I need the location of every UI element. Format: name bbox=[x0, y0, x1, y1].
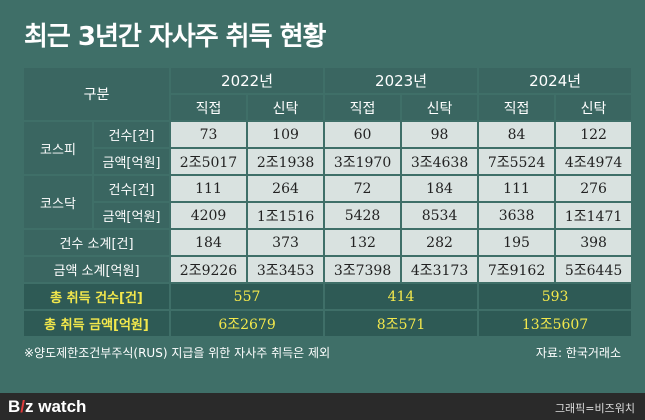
table-cell: 276 bbox=[556, 176, 632, 201]
table-cell: 3조4638 bbox=[402, 149, 478, 174]
table-cell: 111 bbox=[479, 176, 555, 201]
footnote: ※양도제한조건부주식(RUS) 지급을 위한 자사주 취득은 제외 bbox=[24, 346, 331, 360]
table-cell: 98 bbox=[402, 122, 478, 147]
table-cell: 109 bbox=[248, 122, 324, 147]
header-sub: 직접 bbox=[479, 95, 555, 120]
table-cell: 184 bbox=[402, 176, 478, 201]
total-cell: 593 bbox=[479, 284, 632, 309]
header-sub: 신탁 bbox=[402, 95, 478, 120]
header-year-2024: 2024년 bbox=[479, 68, 632, 93]
table-cell: 3638 bbox=[479, 203, 555, 228]
logo-part: z watch bbox=[25, 397, 87, 416]
table-cell: 1조1516 bbox=[248, 203, 324, 228]
total-cell: 8조571 bbox=[325, 311, 478, 336]
table-cell: 72 bbox=[325, 176, 401, 201]
table-cell: 73 bbox=[171, 122, 247, 147]
table-cell: 282 bbox=[402, 230, 478, 255]
table-cell: 1조1471 bbox=[556, 203, 632, 228]
group-label-kospi: 코스피 bbox=[24, 122, 92, 174]
page-title: 최근 3년간 자사주 취득 현황 bbox=[24, 22, 326, 52]
table-cell: 373 bbox=[248, 230, 324, 255]
table-cell: 4209 bbox=[171, 203, 247, 228]
table-cell: 4조3173 bbox=[402, 257, 478, 282]
header-year-2023: 2023년 bbox=[325, 68, 478, 93]
row-label: 건수[건] bbox=[94, 122, 170, 147]
table-cell: 3조3453 bbox=[248, 257, 324, 282]
table-cell: 7조5524 bbox=[479, 149, 555, 174]
table-row: 총 취득 금액[억원] 6조2679 8조571 13조5607 bbox=[24, 311, 632, 336]
table-cell: 84 bbox=[479, 122, 555, 147]
table-cell: 7조9162 bbox=[479, 257, 555, 282]
table-row: 건수 소계[건] 184 373 132 282 195 398 bbox=[24, 230, 632, 255]
table-cell: 132 bbox=[325, 230, 401, 255]
table-cell: 3조1970 bbox=[325, 149, 401, 174]
table-cell: 60 bbox=[325, 122, 401, 147]
table-row: 금액 소계[억원] 2조9226 3조3453 3조7398 4조3173 7조… bbox=[24, 257, 632, 282]
row-label: 건수 소계[건] bbox=[24, 230, 170, 255]
total-cell: 414 bbox=[325, 284, 478, 309]
table-cell: 195 bbox=[479, 230, 555, 255]
row-label: 금액[억원] bbox=[94, 203, 170, 228]
row-label: 금액[억원] bbox=[94, 149, 170, 174]
table-cell: 5조6445 bbox=[556, 257, 632, 282]
header-sub: 직접 bbox=[171, 95, 247, 120]
header-sub: 신탁 bbox=[248, 95, 324, 120]
table-cell: 2조5017 bbox=[171, 149, 247, 174]
total-cell: 557 bbox=[171, 284, 324, 309]
graphic-credit: 그래픽=비즈워치 bbox=[554, 402, 635, 415]
header-category: 구분 bbox=[24, 68, 170, 120]
total-cell: 13조5607 bbox=[479, 311, 632, 336]
row-label: 금액 소계[억원] bbox=[24, 257, 170, 282]
logo-part: B bbox=[8, 397, 21, 416]
group-label-kosdaq: 코스닥 bbox=[24, 176, 92, 228]
header-sub: 직접 bbox=[325, 95, 401, 120]
header-sub: 신탁 bbox=[556, 95, 632, 120]
table-row: 금액[억원] 2조5017 2조1938 3조1970 3조4638 7조552… bbox=[24, 149, 632, 174]
total-cell: 6조2679 bbox=[171, 311, 324, 336]
table-cell: 2조1938 bbox=[248, 149, 324, 174]
footer-bar: B/z watch 그래픽=비즈워치 bbox=[0, 393, 645, 420]
table-cell: 264 bbox=[248, 176, 324, 201]
table-cell: 111 bbox=[171, 176, 247, 201]
table-cell: 5428 bbox=[325, 203, 401, 228]
source-text: 자료: 한국거래소 bbox=[535, 346, 621, 360]
brand-logo: B/z watch bbox=[8, 397, 86, 417]
table-row: 총 취득 건수[건] 557 414 593 bbox=[24, 284, 632, 309]
table-cell: 184 bbox=[171, 230, 247, 255]
table-cell: 122 bbox=[556, 122, 632, 147]
header-year-2022: 2022년 bbox=[171, 68, 324, 93]
table-cell: 4조4974 bbox=[556, 149, 632, 174]
table-row: 금액[억원] 4209 1조1516 5428 8534 3638 1조1471 bbox=[24, 203, 632, 228]
table-cell: 8534 bbox=[402, 203, 478, 228]
stats-table: 구분 2022년 2023년 2024년 직접 신탁 직접 신탁 직접 신탁 코… bbox=[22, 66, 632, 338]
row-label: 총 취득 금액[억원] bbox=[24, 311, 170, 336]
row-label: 건수[건] bbox=[94, 176, 170, 201]
table-row: 코스피 건수[건] 73 109 60 98 84 122 bbox=[24, 122, 632, 174]
table-cell: 2조9226 bbox=[171, 257, 247, 282]
row-label: 총 취득 건수[건] bbox=[24, 284, 170, 309]
logo-slash: / bbox=[20, 397, 26, 416]
table-cell: 398 bbox=[556, 230, 632, 255]
table-row: 코스닥 건수[건] 111 264 72 184 111 276 bbox=[24, 176, 632, 228]
table-cell: 3조7398 bbox=[325, 257, 401, 282]
